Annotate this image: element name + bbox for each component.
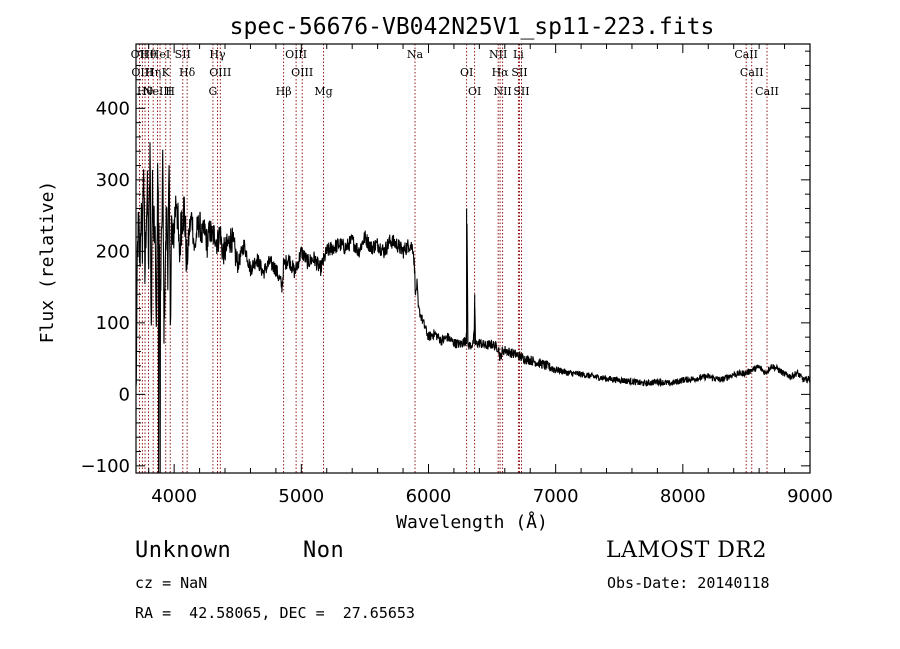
y-tick-label: 300 xyxy=(96,170,130,191)
line-marker-labels: OII OIII Hθ Hθ Hη NeIII HeI KH SII Hδ G Hγ OIII Hβ OII… xyxy=(131,48,779,98)
x-axis: 4000 5000 6000 7000 8000 9000 xyxy=(148,44,833,507)
line-marker-label: H xyxy=(165,85,175,98)
chart-title: spec-56676-VB042N25V1_sp11-223.fits xyxy=(230,14,715,40)
line-marker-label: Hθ xyxy=(137,85,154,98)
line-marker-label: OI xyxy=(460,66,473,79)
line-marker-label: NII xyxy=(493,85,511,98)
spectrum-line xyxy=(135,142,811,474)
line-marker-label: Na xyxy=(407,48,424,61)
y-tick-label: 400 xyxy=(96,98,130,119)
line-marker-label: SII xyxy=(175,48,191,61)
obs-date: Obs-Date: 20140118 xyxy=(607,574,770,592)
y-tick-label: 200 xyxy=(96,241,130,262)
line-marker-label: HeI xyxy=(150,48,170,61)
line-marker-group xyxy=(138,44,768,473)
line-marker-label: OI xyxy=(468,85,481,98)
line-marker-label: CaII xyxy=(740,66,764,79)
survey-name: LAMOST DR2 xyxy=(606,538,767,563)
line-marker-label: K xyxy=(162,66,171,79)
plot-frame xyxy=(135,43,811,474)
x-tick-label: 5000 xyxy=(278,486,324,507)
object-class: Unknown xyxy=(135,538,232,563)
line-marker-label: G xyxy=(209,85,218,98)
line-marker-label: NII xyxy=(489,48,507,61)
line-marker-label: NeIII xyxy=(143,85,172,98)
line-marker-label: Mg xyxy=(314,85,332,98)
line-marker-label: Hβ xyxy=(276,85,292,98)
line-marker-label: Hδ xyxy=(179,66,196,79)
object-subclass: Non xyxy=(303,538,345,563)
line-marker-label: Hα xyxy=(492,66,510,79)
line-marker-label: CaII xyxy=(755,85,779,98)
line-marker-label: SII xyxy=(511,66,527,79)
line-marker-label: OIII xyxy=(291,66,313,79)
line-marker-label: OIII xyxy=(131,66,153,79)
line-marker-label: Hγ xyxy=(209,48,226,61)
line-marker-label: OIII xyxy=(209,66,231,79)
x-tick-label: 6000 xyxy=(406,486,452,507)
x-tick-label: 7000 xyxy=(533,486,579,507)
y-axis-label: Flux (relative) xyxy=(37,181,58,344)
line-marker-label: Hθ xyxy=(140,48,157,61)
coordinates: RA = 42.58065, DEC = 27.65653 xyxy=(135,604,415,622)
line-marker-label: OIII xyxy=(285,48,307,61)
x-tick-label: 8000 xyxy=(660,486,706,507)
x-tick-label: 4000 xyxy=(151,486,197,507)
line-marker-label: Hη xyxy=(145,66,161,79)
x-axis-label: Wavelength (Å) xyxy=(396,511,548,533)
redshift-text: cz = NaN xyxy=(135,574,208,592)
y-tick-label: 100 xyxy=(96,313,130,334)
line-marker-label: SII xyxy=(513,85,529,98)
y-tick-label: −100 xyxy=(81,456,130,477)
y-tick-label: 0 xyxy=(119,384,130,405)
line-marker-label: Li xyxy=(513,48,524,61)
x-tick-label: 9000 xyxy=(787,486,833,507)
line-marker-label: CaII xyxy=(734,48,758,61)
line-marker-label: OII xyxy=(131,48,149,61)
y-axis: −100 0 100 200 300 400 xyxy=(81,50,810,477)
